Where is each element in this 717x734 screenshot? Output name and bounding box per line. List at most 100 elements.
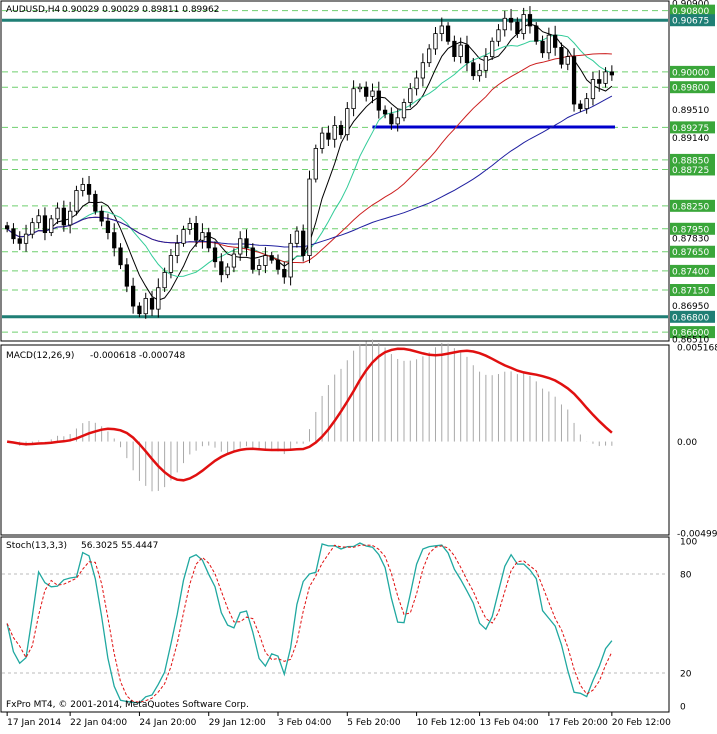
candle-body [464,44,470,64]
candle-body [231,253,237,268]
candle-body [200,232,205,241]
price-label-bg [670,199,715,212]
candle-body [49,218,54,234]
price-label-bg [670,121,715,134]
macd-tick-label: 0.005168 [677,344,717,354]
candle-body [61,207,66,226]
price-label-bg [670,4,715,17]
price-tick-label: 0.89510 [672,106,709,116]
price-tick-label: 0.88725 [672,166,709,176]
candle-body [603,71,608,84]
candle-body [408,88,413,103]
candle-body [294,230,300,244]
candle-body [11,228,16,240]
price-tick-label: 0.87650 [672,248,709,258]
candle-body [427,48,432,64]
candle-body [80,183,85,191]
price-label-bg [670,284,715,297]
candle-body [364,86,369,97]
price-tick-label: 0.87400 [672,267,709,277]
price-panel-frame [0,0,670,342]
candle-body [275,259,281,270]
price-tick-label: 0.86950 [672,302,709,312]
macd-tick-label: 0.00 [677,438,697,448]
stoch-panel-frame [0,536,670,713]
stochastic-lines [2,542,668,704]
candle-body [99,210,104,222]
candle-body [559,46,564,65]
stoch-tick-label: 0 [680,703,686,713]
candle-body [30,222,35,235]
candle-body [590,79,596,100]
candle-body [74,190,79,212]
price-horizontal-lines [2,18,668,319]
candle-body [433,33,438,50]
watermark: FxPro MT4, © 2001-2014, MetaQuotes Softw… [6,700,249,710]
candle-body [553,34,558,48]
chart-ohlc-values: 0.90029 0.90029 0.89811 0.89962 [62,5,219,15]
price-label-bg [670,153,715,166]
candle-body [193,223,199,241]
price-tick-label: 0.90000 [672,68,709,78]
price-tick-label: 0.88250 [672,202,709,212]
candle-body [584,98,589,110]
stoch-title: Stoch(13,3,3) [6,541,67,551]
stoch-values: 56.3025 55.4447 [81,541,158,551]
candle-body [370,90,375,97]
candle-body [23,233,29,244]
price-label-bg [670,310,715,323]
price-label-bg [670,14,715,27]
stoch-tick-label: 80 [680,571,692,581]
candle-body [345,108,350,136]
candle-body [168,255,174,273]
candle-body [55,207,60,220]
candle-body [565,56,570,65]
price-tick-label: 0.88850 [672,156,709,166]
candle-body [212,247,218,263]
price-tick-label: 0.89140 [672,134,709,144]
macd-signal-path [6,347,613,482]
candle-body [162,272,167,289]
price-tick-label: 0.87150 [672,287,709,297]
candle-body [389,113,394,125]
time-tick-label: 5 Feb 20:00 [347,718,401,728]
candle-body [149,298,155,310]
candle-body [357,86,363,90]
price-tick-label: 0.90675 [672,17,709,27]
price-tick-label: 0.86600 [672,329,709,339]
candle-body [546,34,551,54]
candle-body [382,109,388,115]
stoch-main-path [6,542,613,704]
candle-body [578,103,583,110]
time-tick-label: 17 Feb 20:00 [549,718,608,728]
chart-symbol-title: AUDUSD,H4 [6,5,61,15]
price-label-bg [670,163,715,176]
price-label-bg [670,245,715,258]
stochastic-axis: 100 80 20 0 [680,538,697,713]
price-label-bg [670,222,715,235]
price-tick-label: 0.90800 [672,7,709,17]
price-label-bg [670,264,715,277]
candle-body [458,44,463,57]
price-label-bg [670,65,715,78]
time-axis: 17 Jan 2014 22 Jan 04:00 24 Jan 20:00 29 Ja… [6,712,671,728]
candle-body [508,17,514,23]
candle-body [521,14,526,35]
price-tick-label: 0.89275 [672,124,709,134]
time-tick-label: 22 Jan 04:00 [70,718,127,728]
candle-body [256,265,262,270]
macd-values: -0.000618 -0.000748 [90,351,186,361]
candle-body [502,17,507,31]
price-tick-label: 0.87950 [672,225,709,235]
candle-body [609,71,614,76]
stoch-tick-label: 100 [680,538,697,548]
candle-body [137,305,142,315]
candle-body [452,40,457,57]
candle-body [143,298,148,315]
candle-body [250,247,255,270]
candle-body [36,215,41,224]
price-tick-label: 0.89800 [672,84,709,94]
stoch-tick-label: 20 [680,670,692,680]
time-tick-label: 20 Feb 12:00 [612,718,671,728]
